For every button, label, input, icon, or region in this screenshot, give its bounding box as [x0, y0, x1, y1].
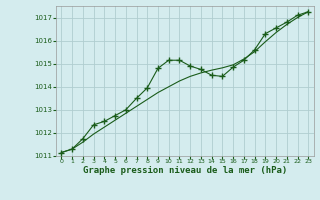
X-axis label: Graphe pression niveau de la mer (hPa): Graphe pression niveau de la mer (hPa) [83, 166, 287, 175]
